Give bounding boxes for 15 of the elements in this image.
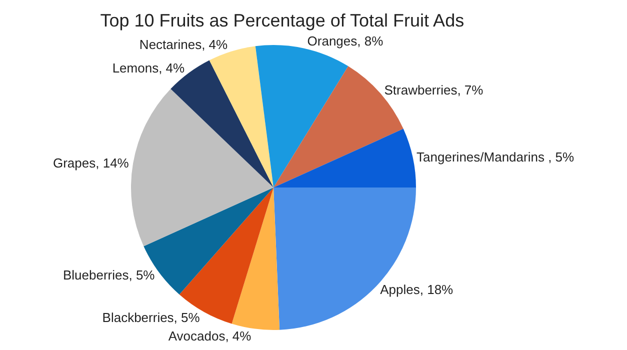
pie-slice (232, 188, 280, 330)
slice-label: Avocados, 4% (168, 328, 252, 344)
slice-label: Oranges, 8% (307, 34, 384, 49)
slice-label: Lemons, 4% (112, 60, 186, 76)
slice-label: Grapes, 14% (52, 156, 130, 171)
pie-slice (274, 128, 416, 188)
pie-slice (179, 188, 274, 324)
slice-label: Apples, 18% (380, 282, 454, 298)
pie-slice (131, 88, 274, 246)
slice-label: Blackberries, 5% (102, 310, 200, 326)
slice-label: Strawberries, 7% (384, 82, 484, 98)
chart-title: Top 10 Fruits as Percentage of Total Fruit Ads (100, 10, 464, 31)
slice-label: Blueberries, 5% (62, 267, 156, 282)
slice-label: Tangerines/Mandarins , 5% (416, 150, 575, 165)
slice-label: Nectarines, 4% (139, 36, 228, 52)
